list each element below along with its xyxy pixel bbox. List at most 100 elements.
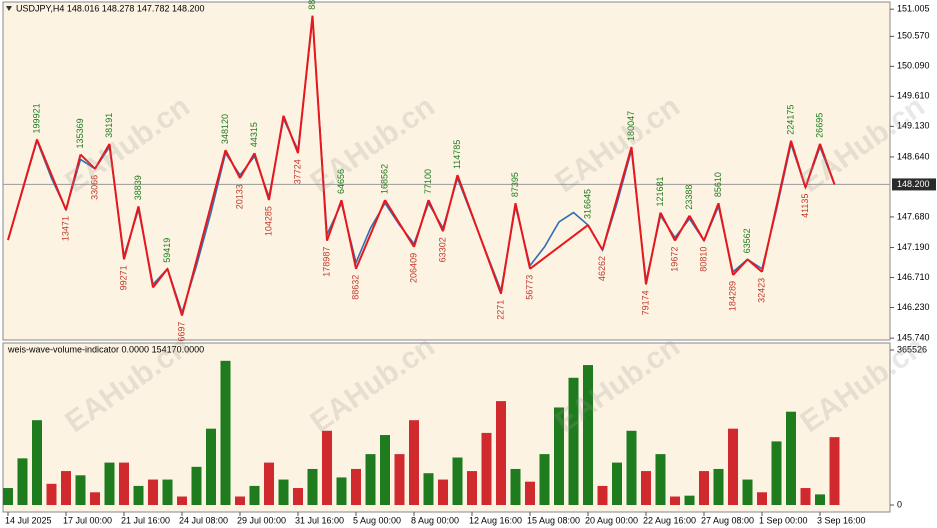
wave-volume-label: 199921 <box>31 103 41 133</box>
volume-bar <box>293 488 303 505</box>
volume-bar <box>104 462 115 505</box>
volume-bar <box>148 479 158 505</box>
y-tick-label: 150.090 <box>897 61 930 71</box>
y-tick-label: 148.640 <box>897 151 930 161</box>
zigzag-segment <box>674 215 691 242</box>
zigzag-segment <box>645 212 662 285</box>
volume-bar <box>786 411 796 505</box>
zigzag-segment <box>746 258 763 273</box>
y-tick-label: 146.230 <box>897 302 930 312</box>
zigzag-segment <box>688 215 705 242</box>
volume-bar <box>423 473 434 505</box>
volume-bar <box>394 454 405 505</box>
wave-volume-label: 23388 <box>684 185 694 210</box>
zigzag-segment <box>761 140 792 273</box>
zigzag-segment <box>65 154 82 211</box>
wave-volume-label: 19672 <box>669 247 679 272</box>
wave-volume-label: 38191 <box>104 113 114 138</box>
volume-bar <box>380 435 390 505</box>
zigzag-segment <box>253 152 270 201</box>
wave-volume-label: 56773 <box>524 275 534 300</box>
wave-volume-label: 59419 <box>162 238 172 263</box>
wave-volume-label: 184289 <box>727 281 737 311</box>
wave-volume-label: 348120 <box>220 114 230 144</box>
price-header: USDJPY,H4 148.016 148.278 147.782 148.20… <box>16 3 205 13</box>
wave-volume-label: 63562 <box>742 228 752 253</box>
y-tick-label: 147.190 <box>897 242 930 252</box>
zigzag-segment <box>137 206 154 288</box>
volume-bar <box>742 479 753 505</box>
wave-volume-label: 135369 <box>75 118 85 148</box>
current-price-label: 148.200 <box>897 179 930 189</box>
wave-volume-label: 88259 <box>307 0 317 10</box>
y-tick-label: 147.680 <box>897 211 930 221</box>
x-tick-label: 5 Aug 00:00 <box>353 515 401 525</box>
wave-volume-label: 87395 <box>510 172 520 197</box>
zigzag-segment <box>529 224 589 270</box>
wave-volume-label: 99271 <box>118 265 128 290</box>
wave-volume-label: 79174 <box>640 290 650 315</box>
volume-bar <box>829 437 840 505</box>
x-tick-label: 3 Sep 16:00 <box>817 515 866 525</box>
volume-bar <box>525 481 535 505</box>
zigzag-segment <box>384 199 415 248</box>
volume-bar <box>90 492 100 505</box>
x-tick-label: 22 Aug 16:00 <box>643 515 696 525</box>
volume-bar <box>728 428 738 505</box>
volume-bar <box>365 454 376 505</box>
current-price-box <box>892 178 936 191</box>
wave-volume-label: 6697 <box>176 322 186 342</box>
x-tick-label: 27 Aug 08:00 <box>701 515 754 525</box>
zigzag-segment <box>7 139 38 241</box>
x-tick-label: 29 Jul 00:00 <box>237 515 286 525</box>
wave-volume-label: 44315 <box>249 122 259 147</box>
volume-bar <box>32 420 42 505</box>
zigzag-segment <box>326 199 343 241</box>
zigzag-segment <box>181 149 227 316</box>
volume-bar <box>641 471 651 505</box>
volume-bar <box>655 454 666 505</box>
wave-volume-label: 2271 <box>495 300 505 320</box>
volume-bar <box>17 458 28 505</box>
wave-volume-label: 224175 <box>785 105 795 135</box>
volume-bar <box>264 462 274 505</box>
zigzag-segment <box>108 143 125 260</box>
wave-volume-label: 26695 <box>814 113 824 138</box>
y-tick-label: 145.740 <box>897 333 930 343</box>
zigzag-segment <box>732 258 749 276</box>
y-tick-label: 149.610 <box>897 91 930 101</box>
zigzag-segment <box>703 202 720 242</box>
volume-bar <box>713 468 724 505</box>
volume-bar <box>539 454 550 505</box>
volume-bar <box>235 496 245 505</box>
wave-volume-label: 206409 <box>408 253 418 283</box>
volume-bar <box>670 496 680 505</box>
wave-volume-label: 77100 <box>423 169 433 194</box>
zigzag-segment <box>819 143 836 185</box>
volume-bar <box>119 462 129 505</box>
zigzag-segment <box>790 140 807 188</box>
wave-volume-label: 178987 <box>321 247 331 277</box>
menu-arrow[interactable] <box>6 6 12 11</box>
wave-volume-label: 13471 <box>60 216 70 241</box>
x-tick-label: 8 Aug 00:00 <box>411 515 459 525</box>
x-tick-label: 31 Jul 16:00 <box>295 515 344 525</box>
zigzag-segment <box>224 149 241 179</box>
volume-bar <box>351 468 361 505</box>
wave-volume-label: 20133 <box>234 184 244 209</box>
zigzag-segment <box>239 152 256 179</box>
volume-bar <box>3 488 13 505</box>
volume-bar <box>510 468 521 505</box>
x-tick-label: 1 Sep 00:00 <box>759 515 808 525</box>
volume-bar <box>75 475 86 505</box>
zigzag-segment <box>166 268 183 316</box>
volume-bar <box>583 365 593 505</box>
zigzag-segment <box>36 139 67 211</box>
zigzag-segment <box>659 212 676 242</box>
volume-bar <box>626 430 637 505</box>
volume-bar <box>452 457 463 505</box>
wave-volume-label: 88632 <box>350 275 360 300</box>
y-tick-label: 146.710 <box>897 272 930 282</box>
zigzag-segment <box>355 199 386 270</box>
